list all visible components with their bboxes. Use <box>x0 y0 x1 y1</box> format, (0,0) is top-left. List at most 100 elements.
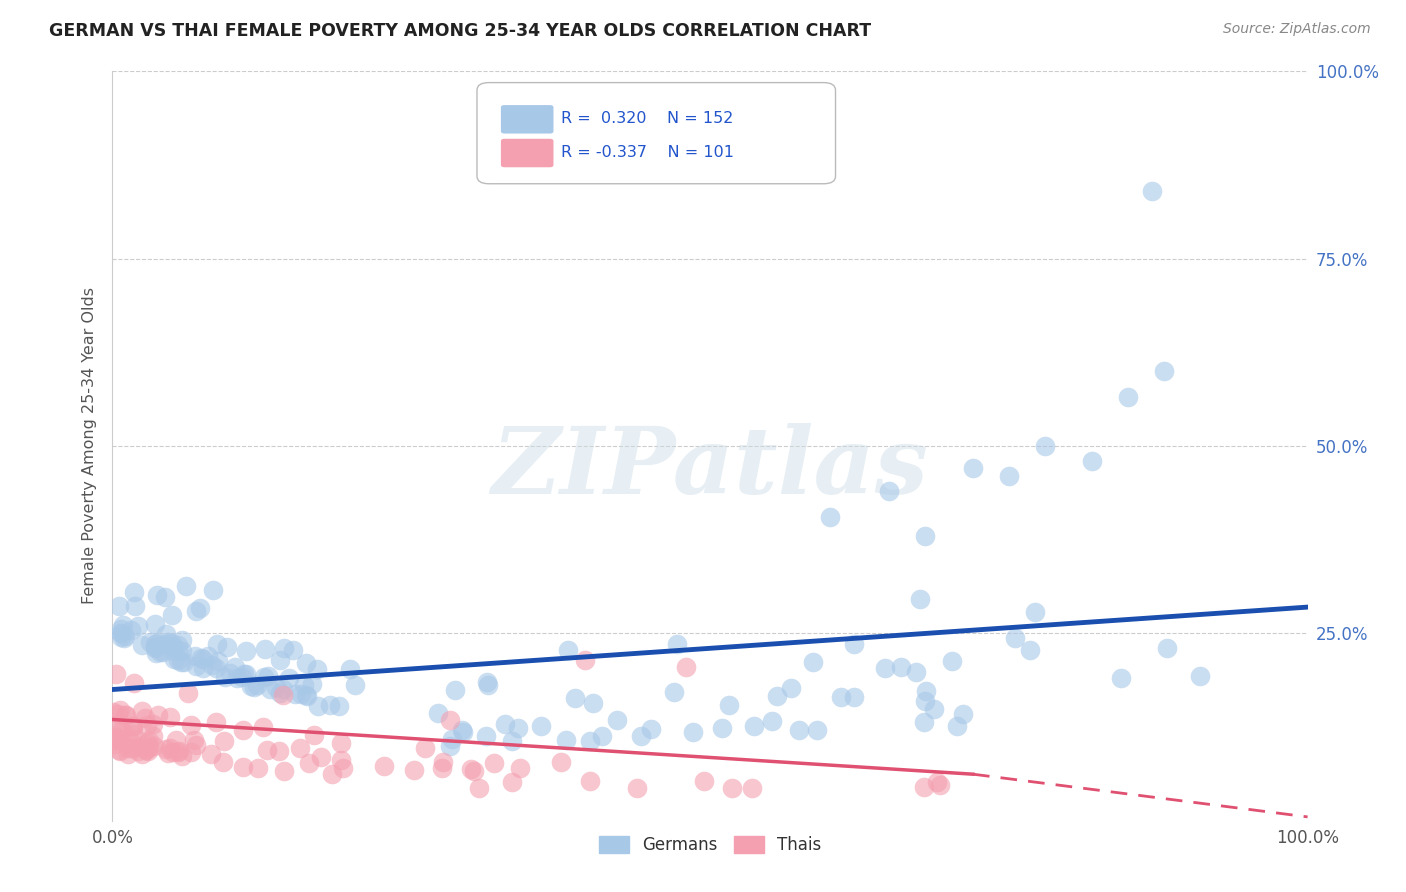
Point <box>124 675 146 690</box>
Point <box>662 685 685 699</box>
Point <box>207 654 229 668</box>
Point <box>214 670 236 684</box>
Point <box>256 742 278 756</box>
Point <box>557 643 579 657</box>
Point <box>131 747 153 762</box>
Point <box>413 741 436 756</box>
Point <box>259 681 281 696</box>
Point <box>278 671 301 685</box>
Point <box>105 667 128 681</box>
Point <box>143 641 166 656</box>
Point <box>134 711 156 725</box>
Point <box>139 635 162 649</box>
Point <box>122 727 145 741</box>
Point <box>718 698 741 713</box>
Point <box>240 679 263 693</box>
Point <box>186 659 208 673</box>
Point <box>998 469 1021 483</box>
Point <box>1142 184 1164 198</box>
Point <box>477 678 499 692</box>
Point <box>451 725 474 739</box>
Point <box>665 637 688 651</box>
Point <box>343 678 366 692</box>
Point <box>879 483 901 498</box>
Point <box>172 632 194 647</box>
Point <box>484 756 506 770</box>
Point <box>186 738 208 752</box>
Point <box>441 732 464 747</box>
Point <box>579 734 602 748</box>
Point <box>321 767 343 781</box>
Point <box>273 640 295 655</box>
Point <box>200 747 222 761</box>
Point <box>1033 439 1056 453</box>
Point <box>806 723 828 737</box>
Point <box>941 654 963 668</box>
Point <box>530 719 553 733</box>
Point <box>477 675 499 690</box>
Point <box>201 582 224 597</box>
Point <box>692 774 714 789</box>
Point <box>450 723 472 738</box>
Point <box>295 656 318 670</box>
Point <box>626 780 648 795</box>
Point <box>184 648 207 663</box>
Point <box>929 778 952 792</box>
Point <box>1156 640 1178 655</box>
Point <box>290 687 312 701</box>
Point <box>135 743 157 757</box>
Point <box>890 660 912 674</box>
Point <box>302 728 325 742</box>
Point <box>555 732 578 747</box>
Point <box>112 631 135 645</box>
Point <box>159 710 181 724</box>
Point <box>165 733 187 747</box>
Point <box>281 642 304 657</box>
FancyBboxPatch shape <box>501 139 554 168</box>
Point <box>875 661 897 675</box>
FancyBboxPatch shape <box>477 83 835 184</box>
Point <box>294 688 316 702</box>
Point <box>152 644 174 658</box>
Point <box>842 637 865 651</box>
Point <box>273 764 295 778</box>
Point <box>160 608 183 623</box>
Point <box>830 690 852 704</box>
Point <box>721 781 744 796</box>
Point <box>122 719 145 733</box>
Point <box>108 703 131 717</box>
Point <box>245 677 267 691</box>
Point <box>908 592 931 607</box>
Point <box>339 662 361 676</box>
Point <box>675 660 697 674</box>
Y-axis label: Female Poverty Among 25-34 Year Olds: Female Poverty Among 25-34 Year Olds <box>82 287 97 605</box>
Point <box>439 713 461 727</box>
Point <box>915 684 938 698</box>
Point <box>159 741 181 756</box>
Point <box>107 707 129 722</box>
Point <box>114 708 136 723</box>
Point <box>176 579 198 593</box>
Point <box>120 734 142 748</box>
Point <box>301 676 323 690</box>
Point <box>1109 671 1132 685</box>
Point <box>1189 669 1212 683</box>
Point <box>494 717 516 731</box>
Point <box>914 694 936 708</box>
Point <box>184 604 207 618</box>
Point <box>212 755 235 769</box>
Point <box>143 739 166 753</box>
Point <box>475 729 498 743</box>
Point <box>108 743 131 757</box>
Point <box>252 720 274 734</box>
Point <box>136 743 159 757</box>
Point <box>912 780 935 794</box>
Point <box>404 764 426 778</box>
Point <box>1081 454 1104 468</box>
Point <box>225 671 247 685</box>
Point <box>1004 631 1026 645</box>
Point <box>640 722 662 736</box>
Point <box>136 718 159 732</box>
Point <box>766 689 789 703</box>
Point <box>232 760 254 774</box>
